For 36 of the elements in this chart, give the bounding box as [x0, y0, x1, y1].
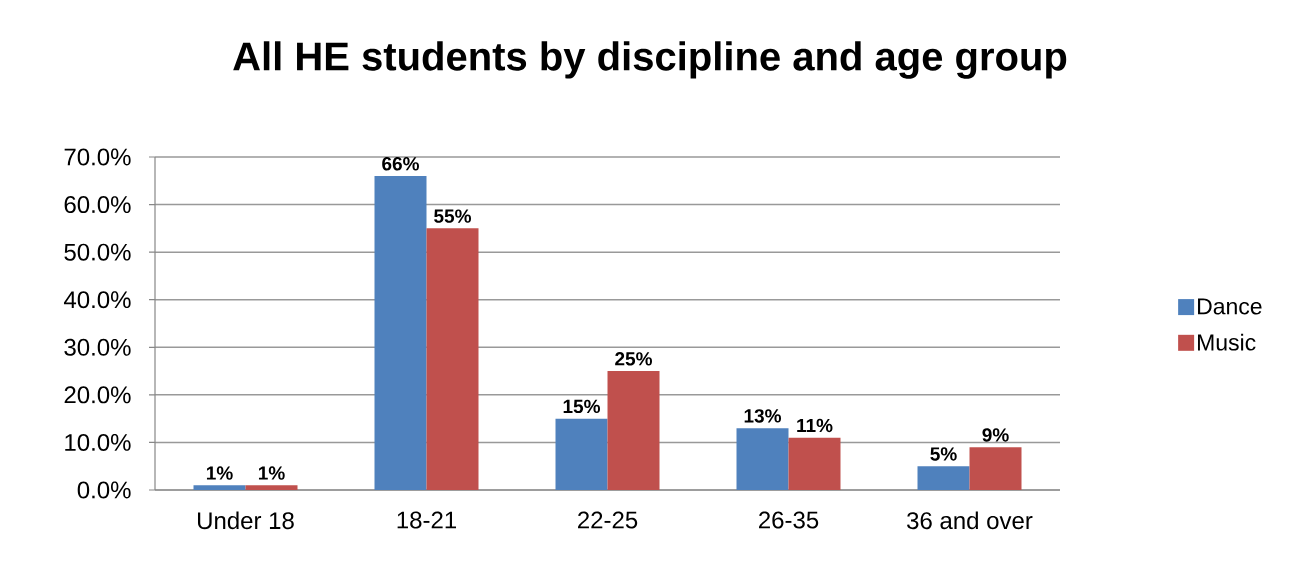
y-tick-label: 40.0%: [63, 291, 131, 309]
bar: [374, 176, 427, 490]
chart-title: All HE students by discipline and age group: [233, 41, 1067, 79]
data-label: 1%: [258, 466, 285, 480]
bar: [426, 228, 479, 490]
y-tick-label: 30.0%: [64, 338, 131, 356]
data-label: 15%: [563, 399, 601, 414]
bar: [917, 466, 970, 490]
y-tick-label: 20.0%: [64, 386, 131, 404]
data-label: 25%: [615, 352, 653, 366]
data-label: 1%: [206, 466, 233, 480]
x-tick-label: Under 18: [198, 511, 294, 530]
legend-label: Music: [1198, 333, 1256, 351]
x-tick-label: 18-21: [397, 511, 457, 529]
x-tick-label: 36 and over: [907, 511, 1033, 530]
bar: [245, 485, 298, 490]
data-label: 55%: [434, 209, 472, 223]
data-label: 5%: [930, 447, 957, 461]
bar: [969, 447, 1022, 490]
y-tick-label: 0.0%: [77, 481, 131, 499]
bar: [736, 428, 789, 490]
y-tick-label: 60.0%: [64, 196, 131, 214]
data-label: 11%: [797, 418, 833, 433]
x-tick-label: 22-25: [578, 511, 638, 529]
x-tick-label: 26-35: [759, 511, 819, 529]
y-tick-label: 10.0%: [65, 433, 131, 451]
data-label: 13%: [744, 409, 782, 423]
data-label: 66%: [382, 157, 420, 171]
bar: [193, 485, 246, 490]
legend-label: Dance: [1198, 298, 1262, 315]
y-tick-label: 70.0%: [64, 148, 131, 166]
bar: [788, 437, 841, 490]
y-tick-label: 50.0%: [64, 243, 131, 261]
bar: [607, 371, 660, 490]
bar: [555, 418, 608, 490]
data-label: 9%: [982, 428, 1009, 442]
